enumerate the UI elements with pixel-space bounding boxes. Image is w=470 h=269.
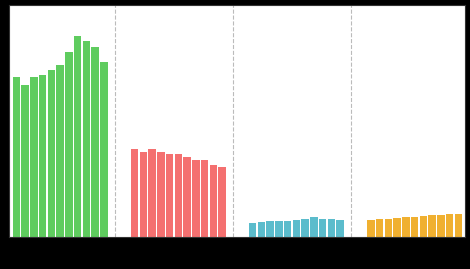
Bar	[310, 217, 318, 237]
Bar	[140, 152, 147, 237]
Bar	[454, 214, 462, 237]
Bar	[56, 65, 64, 237]
Bar	[13, 77, 20, 237]
Bar	[328, 219, 335, 237]
Bar	[183, 157, 191, 237]
Bar	[446, 214, 453, 237]
Bar	[275, 221, 282, 237]
Bar	[258, 222, 265, 237]
Bar	[367, 220, 375, 237]
Bar	[402, 217, 409, 237]
Bar	[266, 221, 274, 237]
Bar	[47, 70, 55, 237]
Bar	[174, 154, 182, 237]
Bar	[420, 216, 427, 237]
Bar	[411, 217, 418, 237]
Bar	[201, 160, 208, 237]
Bar	[30, 77, 38, 237]
Bar	[210, 165, 217, 237]
Bar	[428, 215, 436, 237]
Bar	[100, 62, 108, 237]
Bar	[22, 85, 29, 237]
Bar	[249, 222, 256, 237]
Bar	[376, 219, 383, 237]
Bar	[337, 220, 344, 237]
Bar	[319, 219, 326, 237]
Bar	[65, 52, 73, 237]
Bar	[393, 218, 401, 237]
Bar	[74, 36, 81, 237]
Bar	[219, 167, 226, 237]
Bar	[192, 160, 199, 237]
Bar	[301, 219, 309, 237]
Bar	[284, 221, 291, 237]
Bar	[293, 220, 300, 237]
Bar	[149, 149, 156, 237]
Bar	[83, 41, 90, 237]
Bar	[92, 47, 99, 237]
Bar	[166, 154, 173, 237]
Bar	[157, 152, 164, 237]
Bar	[39, 75, 47, 237]
Bar	[131, 149, 138, 237]
Bar	[437, 215, 445, 237]
Bar	[384, 219, 392, 237]
